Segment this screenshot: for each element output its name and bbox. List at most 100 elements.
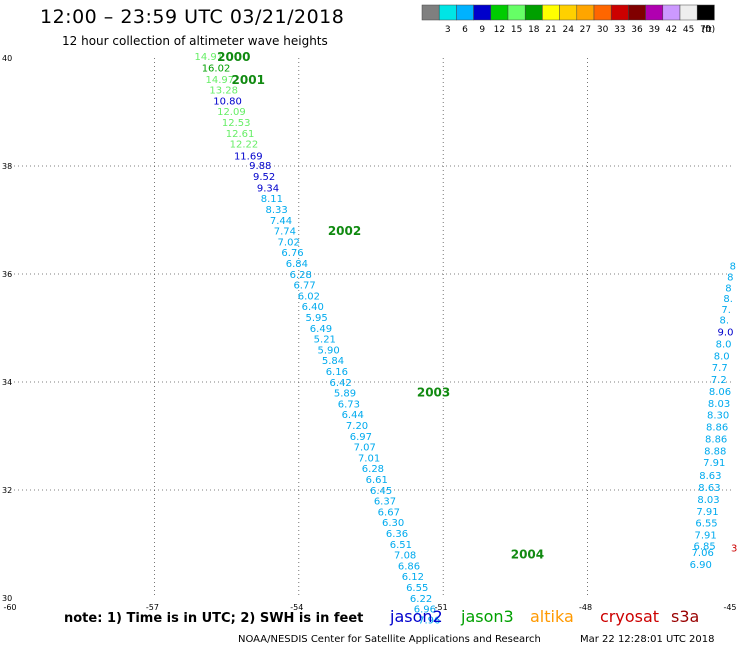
wave-height-value: 7.91	[703, 458, 725, 469]
wave-height-value: 6.67	[378, 507, 400, 518]
wave-height-value: 6.12	[402, 572, 424, 583]
track-main: 14.9116.0214.9713.2810.8012.0912.5312.61…	[194, 50, 544, 626]
wave-height-value: 7.44	[270, 216, 292, 227]
satellite-jason3-label: jason3	[461, 607, 514, 626]
edge-value-label: 3	[731, 544, 737, 555]
wave-height-value: 7.	[721, 305, 731, 316]
map-subtitle: 12 hour collection of altimeter wave hei…	[62, 34, 328, 48]
wave-height-value: 6.16	[326, 367, 348, 378]
wave-height-value: 7.91	[694, 531, 716, 542]
wave-height-value: 8.03	[708, 399, 730, 410]
wave-height-value: 5.21	[314, 335, 336, 346]
wave-height-value: 7.01	[358, 453, 380, 464]
hour-label: 2002	[328, 224, 361, 238]
colorbar-tick-label: 18	[528, 25, 540, 35]
colorbar-tick-label: 42	[666, 25, 677, 35]
wave-height-value: 5.90	[318, 345, 340, 356]
wave-height-value: 6.55	[695, 519, 717, 530]
wave-height-value: 7.07	[354, 443, 376, 454]
wave-height-value: 8.0	[716, 339, 732, 350]
wave-height-value: 6.40	[302, 302, 324, 313]
wave-height-value: 6.28	[362, 464, 384, 475]
wave-height-value: 5.95	[305, 313, 327, 324]
wave-height-value: 8.86	[705, 434, 727, 445]
wave-height-value: 7.02	[278, 237, 300, 248]
satellite-cryosat-label: cryosat	[600, 607, 660, 626]
latitude-tick-label: 36	[2, 270, 12, 279]
longitude-tick-label: -45	[723, 603, 736, 612]
latitude-tick-label: 40	[2, 54, 12, 63]
wave-height-value: 7.74	[274, 227, 296, 238]
colorbar-unit-label: (ft)	[702, 25, 716, 35]
wave-height-value: 6.85	[693, 541, 715, 552]
wave-height-value: 12.53	[222, 118, 251, 129]
wave-height-value: 14.97	[206, 75, 235, 86]
longitude-tick-label: -60	[3, 603, 16, 612]
color-legend: 3 6 9 12 15 18 21 24 27 30 33 36 39 42 45 70(ft)	[421, 4, 716, 35]
colorbar-tick-label: 39	[648, 25, 660, 35]
wave-height-value: 8.88	[704, 446, 726, 457]
wave-height-value: 12.09	[217, 107, 246, 118]
map-title: 12:00 – 23:59 UTC 03/21/2018	[40, 6, 345, 28]
wave-height-value: 8	[727, 272, 733, 283]
colorbar-tick-label: 27	[580, 25, 591, 35]
wave-height-value: 16.02	[202, 64, 231, 75]
wave-height-value: 6.76	[281, 248, 303, 259]
wave-height-value: 8.06	[709, 387, 731, 398]
wave-height-value: 10.80	[213, 96, 242, 107]
footer-note: note: 1) Time is in UTC; 2) SWH is in fe…	[64, 611, 364, 626]
wave-height-value: 11.69	[234, 152, 263, 163]
wave-height-value: 6.49	[310, 324, 332, 335]
wave-height-value: 6.55	[406, 583, 428, 594]
wave-height-value: 6.84	[286, 259, 308, 270]
wave-height-value: 7.96	[418, 615, 440, 626]
wave-height-value: 5.84	[322, 356, 344, 367]
latitude-tick-label: 32	[2, 486, 12, 495]
colorbar-tick-label: 70	[700, 25, 712, 35]
colorbar-tick-label: 21	[545, 25, 556, 35]
wave-height-value: 7.91	[696, 507, 718, 518]
wave-height-value: 8.30	[707, 411, 729, 422]
wave-height-value: 7.06	[692, 548, 714, 559]
wave-height-value: 6.37	[374, 497, 396, 508]
longitude-tick-label: -57	[146, 603, 159, 612]
wave-height-value: 7.20	[346, 421, 368, 432]
hour-label: 2000	[217, 50, 250, 64]
hour-label: 2003	[417, 386, 450, 400]
colorbar-tick-label: 33	[614, 25, 625, 35]
wave-height-value: 14.91	[194, 52, 223, 63]
colorbar-tick-label: 9	[479, 25, 485, 35]
wave-height-value: 6.61	[366, 475, 388, 486]
wave-height-value: 6.90	[690, 560, 712, 571]
wave-height-value: 6.97	[350, 432, 372, 443]
wave-height-value: 8.	[723, 294, 733, 305]
wave-height-value: 7.08	[394, 551, 416, 562]
wave-height-value: 8.11	[261, 194, 283, 205]
wave-height-value: 8.33	[266, 205, 288, 216]
longitude-tick-label: -54	[290, 603, 303, 612]
wave-height-value: 12.22	[230, 140, 259, 151]
wave-height-value: 8.03	[697, 495, 719, 506]
wave-height-value: 7.7	[712, 363, 728, 374]
wave-height-value: 6.30	[382, 518, 404, 529]
wave-height-value: 12.61	[226, 129, 255, 140]
wave-height-value: 6.77	[293, 281, 315, 292]
colorbar-swatch	[696, 4, 715, 21]
colorbar-tick-label: 12	[494, 25, 505, 35]
wave-height-value: 6.36	[386, 529, 408, 540]
wave-height-value: 7.2	[711, 375, 727, 386]
generated-timestamp: Mar 22 12:28:01 UTC 2018	[580, 634, 715, 645]
colorbar-tick-label: 6	[462, 25, 468, 35]
latitude-tick-label: 30	[2, 594, 12, 603]
colorbar-tick-label: 15	[511, 25, 522, 35]
wave-height-value: 13.28	[209, 86, 238, 97]
wave-height-value: 6.28	[290, 270, 312, 281]
wave-height-value: 9.88	[249, 161, 271, 172]
colorbar-tick-label: 3	[445, 25, 451, 35]
wave-height-value: 8.0	[714, 351, 730, 362]
wave-height-value: 8	[730, 262, 736, 273]
colorbar-tick-label: 45	[683, 25, 694, 35]
wave-height-value: 8	[725, 283, 731, 294]
